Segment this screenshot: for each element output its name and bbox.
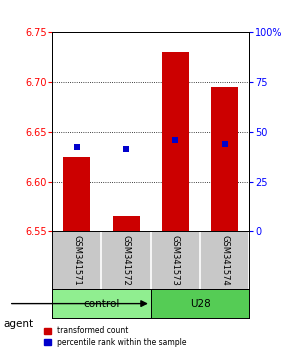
Text: control: control <box>83 299 120 309</box>
Text: U28: U28 <box>190 299 211 309</box>
Text: GSM341574: GSM341574 <box>220 235 229 286</box>
Text: GSM341571: GSM341571 <box>72 235 81 286</box>
Text: GSM341572: GSM341572 <box>122 235 131 286</box>
Bar <box>113 216 140 232</box>
Bar <box>162 52 189 232</box>
Bar <box>52 289 151 318</box>
Text: GSM341573: GSM341573 <box>171 235 180 286</box>
Bar <box>151 289 249 318</box>
Text: agent: agent <box>3 319 33 329</box>
Legend: transformed count, percentile rank within the sample: transformed count, percentile rank withi… <box>44 326 186 347</box>
Bar <box>63 156 90 232</box>
Bar <box>211 87 238 232</box>
